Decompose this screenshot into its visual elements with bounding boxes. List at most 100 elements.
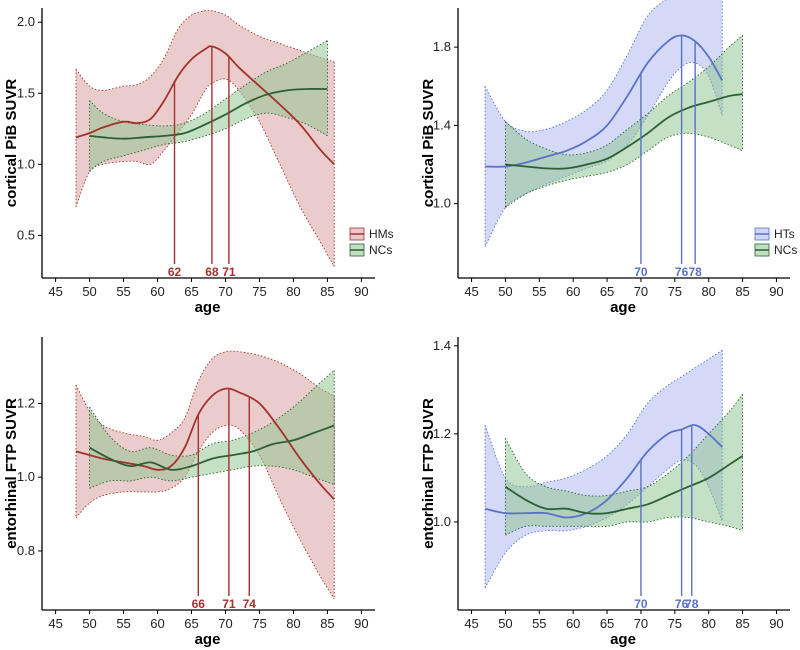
y-tick-label: 1.0 [17,156,35,171]
x-tick-label: 85 [735,284,749,299]
marker-label: 66 [192,597,206,611]
ci-band-hts [485,0,723,247]
y-tick-label: 1.5 [17,85,35,100]
series-line-ncs [504,455,744,515]
y-tick-label: 2.0 [17,14,35,29]
chart-panel-p2: 70 76 78 45 50 55 60 65 70 75 80 85 90 1.0 1.4 1.8 age co… [420,0,797,316]
x-axis-label: age [195,299,221,316]
ci-upper-ncs [505,393,743,497]
x-tick-label: 50 [82,616,96,631]
y-tick-label: 1.4 [433,338,451,353]
ci-lower-hms [75,78,335,267]
x-tick-label: 60 [566,284,580,299]
series-line-hts [485,34,723,168]
x-tick-label: 55 [532,284,546,299]
marker-label: 78 [685,597,699,611]
ci-upper-ncs [89,369,335,457]
x-tick-label: 85 [320,616,334,631]
marker-label: 74 [243,597,257,611]
ci-lower-ncs [89,465,335,489]
y-tick-label: 0.8 [17,543,35,558]
series-line-ncs [505,93,743,170]
y-tick-label: 0.5 [17,227,35,242]
x-axis-label: age [610,631,636,648]
y-tick-label: 1.4 [433,117,451,132]
x-axis-label: age [195,631,221,648]
ci-band-ncs [505,35,743,208]
x-tick-label: 65 [600,284,614,299]
ci-upper-ncs [505,35,743,156]
marker-label: 78 [688,265,702,279]
x-tick-label: 55 [532,616,546,631]
marker-label: 68 [205,265,219,279]
x-tick-label: 50 [498,284,512,299]
x-tick-label: 75 [252,284,266,299]
x-tick-label: 80 [286,284,300,299]
y-tick-label: 1.0 [433,514,451,529]
x-tick-label: 60 [150,616,164,631]
ci-upper-ncs [89,40,328,127]
y-tick-label: 1.8 [433,39,451,54]
y-axis-label: entorhinal FTP SUVR [3,398,20,549]
series-line-ncs [89,88,328,140]
x-tick-label: 70 [634,284,648,299]
ci-upper-hms [75,9,335,91]
x-tick-label: 70 [218,616,232,631]
y-axis-label: cortical PiB SUVR [3,79,20,208]
legend-label: HMs [369,227,394,241]
x-tick-label: 55 [116,284,130,299]
y-tick-label: 1.0 [17,469,35,484]
ci-band-ncs [505,394,743,536]
ci-band-ncs [89,40,328,172]
ci-band-ncs [89,370,335,489]
marker-label: 71 [222,265,236,279]
x-tick-label: 85 [320,284,334,299]
x-tick-label: 55 [116,616,130,631]
x-tick-label: 70 [218,284,232,299]
chart-panel-p3: 66 71 74 45 50 55 60 65 70 75 80 85 90 0.8 1.0 1.2 age en… [3,337,375,648]
x-tick-label: 60 [150,284,164,299]
legend-label: NCs [369,243,392,257]
y-axis-label: cortical PiB SUVR [420,79,437,208]
x-tick-label: 60 [566,616,580,631]
x-tick-label: 90 [354,284,368,299]
x-tick-label: 50 [498,616,512,631]
x-tick-label: 75 [252,616,266,631]
x-tick-label: 45 [48,284,62,299]
series-line-hts [484,424,723,519]
x-tick-label: 45 [464,284,478,299]
series-line-ncs [89,424,335,471]
x-tick-label: 90 [769,616,783,631]
legend-label: HTs [774,227,795,241]
x-axis-label: age [610,299,636,316]
x-tick-label: 65 [184,284,198,299]
marker-label: 70 [634,597,648,611]
x-tick-label: 90 [769,284,783,299]
x-tick-label: 75 [668,616,682,631]
x-tick-label: 65 [184,616,198,631]
x-tick-label: 80 [701,284,715,299]
x-tick-label: 65 [600,616,614,631]
x-tick-label: 90 [354,616,368,631]
x-tick-label: 45 [464,616,478,631]
x-tick-label: 80 [701,616,715,631]
x-tick-label: 80 [286,616,300,631]
marker-label: 71 [222,597,236,611]
chart-panel-p1: 62 68 71 45 50 55 60 65 70 75 80 85 90 0.5 1.0 1.5 2.0 ag… [3,8,394,316]
y-tick-label: 1.0 [433,196,451,211]
ci-lower-ncs [505,132,743,208]
y-axis-label: entorhinal FTP SUVR [420,398,437,549]
marker-label: 70 [634,265,648,279]
x-tick-label: 85 [735,616,749,631]
series-line-hms [75,45,335,165]
ci-band-hts [485,350,723,588]
y-tick-label: 1.2 [433,426,451,441]
y-tick-label: 1.2 [17,395,35,410]
x-tick-label: 70 [634,616,648,631]
ci-band-hms [76,351,335,599]
ci-lower-ncs [505,516,743,536]
x-tick-label: 75 [668,284,682,299]
marker-label: 76 [675,597,689,611]
